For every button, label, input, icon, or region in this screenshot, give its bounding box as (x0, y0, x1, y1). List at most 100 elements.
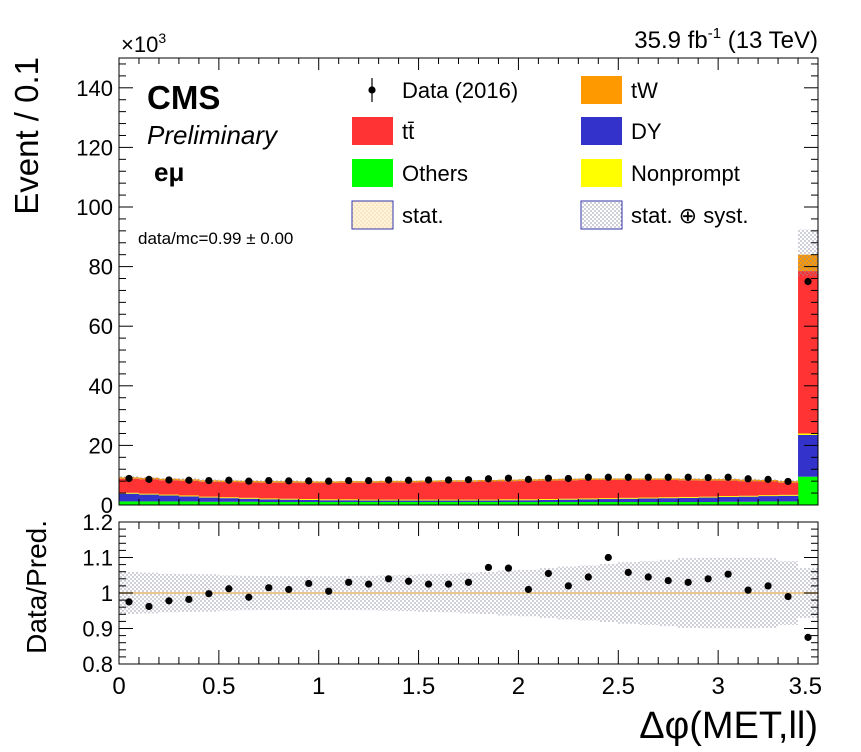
legend-item: Nonprompt (581, 159, 740, 187)
bar-segment (438, 502, 459, 505)
ratio-point (704, 575, 712, 583)
bar-segment (738, 495, 759, 497)
data-point (424, 476, 433, 484)
legend-swatch (352, 159, 393, 187)
bar-segment (738, 481, 759, 496)
data-point (444, 476, 453, 484)
ratio-y-tick-label: 1 (101, 581, 113, 606)
legend-swatch (581, 76, 622, 104)
data-point (504, 474, 513, 482)
bar-segment (318, 499, 339, 501)
bar-segment (338, 500, 359, 503)
ratio-point (444, 580, 453, 588)
bar-segment (638, 502, 659, 505)
data-point (524, 475, 533, 483)
cms-label: CMS (147, 79, 220, 116)
x-axis-title: Δφ(MET,ll) (639, 705, 818, 747)
bar-segment (138, 494, 160, 502)
ratio-point (345, 578, 353, 586)
data-point (165, 476, 173, 484)
ratio-point (325, 587, 333, 595)
bar-segment (258, 482, 280, 499)
ratio-point (524, 585, 533, 594)
legend-swatch (351, 200, 394, 230)
bar-segment (658, 479, 679, 498)
y-multiplier: ×103 (121, 30, 166, 57)
bar-segment (378, 482, 399, 500)
ratio-point (784, 592, 792, 601)
x-tick-label: 2.5 (602, 673, 635, 700)
bar-segment (278, 482, 300, 499)
legend-item: stat. (351, 200, 444, 230)
legend-swatch (580, 200, 623, 230)
legend-swatch (581, 117, 622, 145)
bar-segment (598, 479, 619, 499)
bar-segment (478, 499, 499, 501)
bar-segment (678, 480, 699, 497)
ratio-point (504, 564, 513, 572)
bar-segment (598, 502, 619, 505)
data-point (584, 473, 592, 481)
bar-segment (158, 494, 180, 496)
bar-segment (518, 499, 539, 501)
bar-segment (758, 496, 779, 502)
bar-segment (798, 433, 819, 435)
bar-segment (198, 496, 220, 498)
bar-segment (478, 481, 499, 500)
bar-segment (378, 502, 399, 505)
x-tick-label: 0 (112, 673, 125, 700)
bar-segment (238, 482, 260, 498)
bar-segment (358, 499, 379, 501)
ratio-point (584, 573, 592, 581)
bar-segment (318, 502, 339, 505)
bar-segment (698, 496, 719, 498)
bar-segment (558, 498, 579, 500)
ratio-point (245, 593, 253, 601)
bar-segment (658, 497, 679, 499)
bar-segment (498, 500, 519, 503)
bar-segment (638, 497, 659, 499)
bar-segment (178, 496, 200, 502)
bar-segment (518, 480, 539, 500)
legend-label: tt̄ (402, 119, 414, 144)
bar-segment (618, 502, 639, 505)
uncertainty-band (119, 229, 818, 484)
bar-segment (119, 492, 140, 494)
y-tick-label: 80 (89, 255, 113, 280)
bar-segment (119, 493, 140, 502)
ratio-point (185, 595, 193, 603)
bar-segment (218, 501, 240, 505)
ratio-point (305, 579, 313, 588)
ratio-point (464, 578, 473, 586)
ratio-y-tick-label: 0.8 (82, 652, 113, 677)
bar-segment (198, 501, 220, 505)
ratio-y-tick-label: 1.1 (82, 546, 113, 571)
data-point (145, 475, 153, 483)
bar-segment (438, 500, 459, 503)
main-axes: 0 20 40 60 80 100 120 140 (76, 58, 819, 518)
bar-segment (258, 499, 280, 503)
bar-segment (758, 501, 779, 505)
ratio-point (145, 602, 153, 611)
bar-segment (158, 501, 180, 505)
x-tick-label: 3 (711, 673, 724, 700)
bar-segment (618, 479, 639, 498)
bar-segment (558, 502, 579, 505)
data-point (484, 475, 493, 483)
bar-segment (538, 502, 559, 505)
bar-segment (378, 499, 399, 501)
data-point (804, 277, 812, 286)
data-point (365, 476, 373, 485)
bar-segment (498, 481, 519, 500)
legend-label: Nonprompt (631, 161, 740, 186)
bar-segment (338, 502, 359, 505)
ratio-point (205, 590, 213, 598)
data-point (724, 473, 732, 481)
ratio-point (624, 568, 632, 577)
bar-segment (498, 502, 519, 505)
ratio-point (744, 586, 752, 594)
bar-segment (218, 497, 240, 499)
bar-segment (158, 480, 180, 495)
data-point (604, 473, 612, 481)
bar-segment (398, 502, 419, 505)
